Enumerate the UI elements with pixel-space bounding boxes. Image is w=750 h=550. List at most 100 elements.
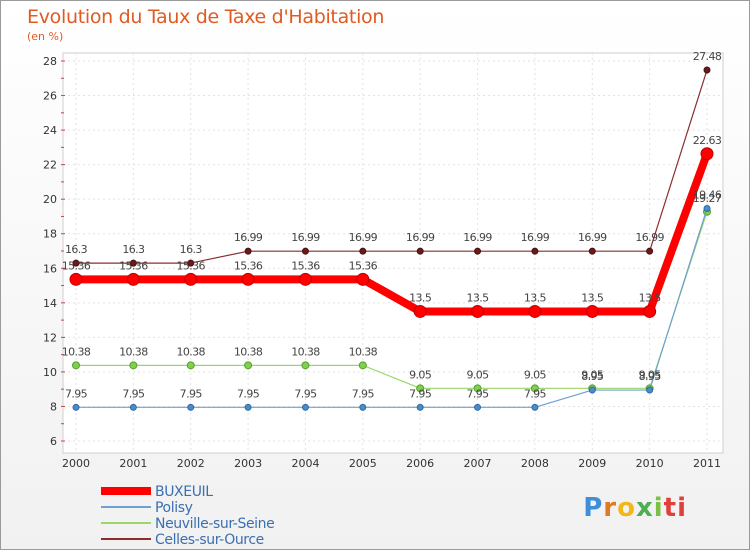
data-label: 7.95 xyxy=(524,387,547,400)
data-label: 16.99 xyxy=(291,231,320,244)
data-label: 10.38 xyxy=(349,345,378,358)
legend-label: Celles-sur-Ource xyxy=(155,532,264,548)
data-point xyxy=(646,386,654,394)
data-point xyxy=(359,247,367,255)
data-point xyxy=(301,247,309,255)
data-label: 10.38 xyxy=(119,345,148,358)
data-label: 7.95 xyxy=(180,387,203,400)
series-line xyxy=(76,152,711,316)
data-point xyxy=(531,247,539,255)
logo-letter: ti xyxy=(663,493,687,523)
data-label: 22.63 xyxy=(693,134,722,147)
series-line xyxy=(76,208,708,408)
data-point xyxy=(416,247,424,255)
legend-label: Neuville-sur-Seine xyxy=(155,516,274,532)
data-label: 9.05 xyxy=(639,368,662,381)
data-point xyxy=(356,272,370,286)
data-label: 7.95 xyxy=(294,387,317,400)
data-point xyxy=(72,403,80,411)
data-point xyxy=(298,272,312,286)
x-tick-label: 2011 xyxy=(693,457,721,470)
data-label: 16.99 xyxy=(578,231,607,244)
data-point xyxy=(416,384,425,393)
data-point xyxy=(416,403,424,411)
x-tick-label: 2008 xyxy=(521,457,549,470)
legend-label: Polisy xyxy=(155,500,193,516)
x-tick-label: 2009 xyxy=(578,457,606,470)
data-label: 7.95 xyxy=(237,387,260,400)
logo-letter: P xyxy=(583,493,604,523)
legend-label: BUXEUIL xyxy=(155,484,213,500)
data-label: 7.95 xyxy=(466,387,489,400)
y-tick-label: 14 xyxy=(43,297,57,310)
data-point xyxy=(643,304,657,318)
data-label: 27.48 xyxy=(693,50,722,63)
data-point xyxy=(700,147,714,161)
data-label: 13.5 xyxy=(581,291,604,304)
data-point xyxy=(69,272,83,286)
logo-letter: x xyxy=(635,493,654,523)
x-tick-label: 2002 xyxy=(177,457,205,470)
data-point xyxy=(301,361,310,370)
data-label: 15.36 xyxy=(176,259,205,272)
data-point xyxy=(241,272,255,286)
data-point xyxy=(244,361,253,370)
y-tick-label: 18 xyxy=(43,228,57,241)
x-tick-label: 2006 xyxy=(406,457,434,470)
unit-label: (en %) xyxy=(27,30,64,43)
data-label: 7.95 xyxy=(65,387,88,400)
y-tick-label: 22 xyxy=(43,159,57,172)
data-label: 7.95 xyxy=(122,387,145,400)
x-tick-label: 2004 xyxy=(291,457,319,470)
data-label: 8.95 xyxy=(639,370,662,383)
data-point xyxy=(528,304,542,318)
data-label: 9.05 xyxy=(581,368,604,381)
data-label: 13.5 xyxy=(524,291,547,304)
x-tick-label: 2005 xyxy=(349,457,377,470)
data-point xyxy=(129,403,137,411)
data-point xyxy=(474,403,482,411)
y-tick-label: 26 xyxy=(43,90,57,103)
data-label: 16.99 xyxy=(463,231,492,244)
y-tick-label: 6 xyxy=(50,435,57,448)
y-tick-label: 10 xyxy=(43,366,57,379)
y-tick-label: 8 xyxy=(50,400,57,413)
data-label: 13.5 xyxy=(466,291,489,304)
data-label: 7.95 xyxy=(352,387,375,400)
data-point xyxy=(413,304,427,318)
data-label: 16.3 xyxy=(180,243,203,256)
data-label: 8.95 xyxy=(581,370,604,383)
data-point xyxy=(473,384,482,393)
data-label: 16.99 xyxy=(406,231,435,244)
data-label: 10.38 xyxy=(62,345,91,358)
data-point xyxy=(530,384,539,393)
data-label: 7.95 xyxy=(409,387,432,400)
y-tick-label: 28 xyxy=(43,55,57,68)
data-point xyxy=(585,304,599,318)
data-label: 10.38 xyxy=(291,345,320,358)
data-label: 10.38 xyxy=(176,345,205,358)
data-point xyxy=(588,247,596,255)
data-point xyxy=(129,259,137,267)
logo-letter: o xyxy=(617,493,636,523)
data-label: 15.36 xyxy=(349,259,378,272)
data-point xyxy=(186,361,195,370)
data-label: 16.99 xyxy=(349,231,378,244)
data-point xyxy=(244,247,252,255)
data-point xyxy=(301,403,309,411)
data-point xyxy=(358,361,367,370)
data-label: 10.38 xyxy=(234,345,263,358)
data-label: 19.46 xyxy=(693,189,722,202)
logo-letter: r xyxy=(603,493,618,523)
y-tick-label: 20 xyxy=(43,193,57,206)
x-tick-label: 2001 xyxy=(119,457,147,470)
data-label: 16.3 xyxy=(65,243,88,256)
x-tick-label: 2003 xyxy=(234,457,262,470)
data-label: 13.5 xyxy=(409,291,432,304)
data-point xyxy=(129,361,138,370)
x-tick-label: 2000 xyxy=(62,457,90,470)
data-point xyxy=(187,259,195,267)
data-point xyxy=(471,304,485,318)
y-tick-label: 16 xyxy=(43,262,57,275)
